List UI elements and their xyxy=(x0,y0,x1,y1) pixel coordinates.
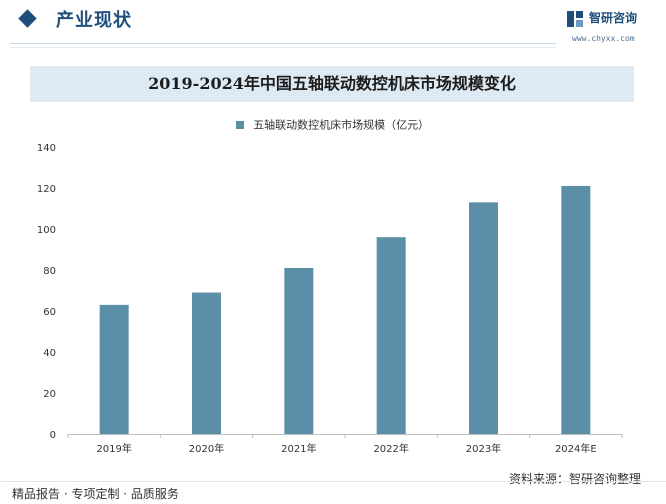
x-tick-label: 2020年 xyxy=(189,442,224,455)
legend-swatch xyxy=(236,120,244,129)
chart-legend: 五轴联动数控机床市场规模（亿元） xyxy=(236,114,430,132)
x-tick-label: 2022年 xyxy=(373,442,408,455)
page-header: 产业现状 智研咨询 www.chyxx.com xyxy=(0,0,666,48)
y-tick-label: 80 xyxy=(43,266,56,277)
bar xyxy=(561,185,591,434)
x-tick-label: 2023年 xyxy=(466,442,501,455)
footer-tagline: 精品报告 · 专项定制 · 品质服务 xyxy=(12,487,179,501)
x-tick-label: 2021年 xyxy=(281,442,316,455)
x-tick-label: 2024年E xyxy=(555,442,597,455)
logo-icon xyxy=(567,11,583,27)
bar xyxy=(99,304,129,434)
section-title: 产业现状 xyxy=(56,10,132,31)
y-tick-label: 0 xyxy=(50,430,56,441)
source-note: 资料来源：智研咨询整理 xyxy=(509,472,642,486)
chart-title: 2019-2024年中国五轴联动数控机床市场规模变化 xyxy=(148,74,516,93)
x-tick-label: 2019年 xyxy=(96,442,131,455)
footer-divider xyxy=(0,481,666,482)
bar xyxy=(469,202,498,434)
bar xyxy=(376,237,406,434)
header-divider-secondary xyxy=(10,47,556,48)
y-tick-label: 60 xyxy=(43,307,56,318)
y-tick-label: 100 xyxy=(37,225,56,236)
logo-url: www.chyxx.com xyxy=(572,34,635,43)
y-tick-label: 140 xyxy=(37,143,56,154)
bar xyxy=(192,292,221,434)
header-divider xyxy=(10,43,556,44)
legend-label: 五轴联动数控机床市场规模（亿元） xyxy=(253,118,430,132)
logo-name: 智研咨询 xyxy=(589,11,638,25)
y-tick-label: 40 xyxy=(43,348,56,359)
y-tick-label: 120 xyxy=(37,184,56,195)
y-tick-label: 20 xyxy=(43,389,56,400)
chart-title-band: 2019-2024年中国五轴联动数控机床市场规模变化 xyxy=(30,66,634,102)
bar xyxy=(284,267,314,434)
